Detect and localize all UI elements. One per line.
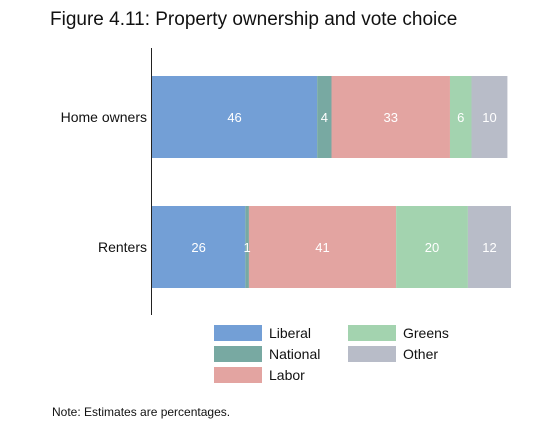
legend-swatch-greens [348, 325, 396, 341]
category-label-home-owners: Home owners [61, 109, 147, 125]
legend-label-labor: Labor [269, 367, 305, 383]
bar-segment-home-owners-national [317, 76, 332, 158]
category-labels-layer: Home owners Renters [61, 109, 147, 255]
legend-item-national: National [214, 345, 320, 363]
data-label-home-owners-national: 4 [321, 110, 328, 125]
bar-segment-home-owners-labor [331, 76, 450, 158]
legend: Liberal National Labor Greens Other [214, 324, 484, 388]
data-label-renters-national: 1 [244, 240, 251, 255]
data-label-renters-other: 12 [482, 240, 496, 255]
legend-swatch-national [214, 346, 262, 362]
chart-title: Figure 4.11: Property ownership and vote… [50, 9, 458, 30]
bar-segment-renters-other [467, 206, 511, 288]
data-label-renters-labor: 41 [315, 240, 329, 255]
bar-segment-renters-labor [248, 206, 397, 288]
legend-label-greens: Greens [403, 325, 449, 341]
bar-segment-home-owners-other [471, 76, 508, 158]
category-label-renters: Renters [98, 239, 147, 255]
legend-item-other: Other [348, 345, 438, 363]
legend-swatch-labor [214, 367, 262, 383]
legend-label-national: National [269, 346, 321, 362]
legend-swatch-liberal [214, 325, 262, 341]
data-label-home-owners-other: 10 [482, 110, 496, 125]
data-labels-layer: 46 4 33 6 10 26 1 41 20 12 [191, 110, 496, 255]
bar-segment-home-owners-liberal [152, 76, 318, 158]
data-label-home-owners-liberal: 46 [227, 110, 241, 125]
legend-label-other: Other [403, 346, 439, 362]
legend-label-liberal: Liberal [269, 325, 312, 341]
bar-segment-renters-liberal [152, 206, 246, 288]
data-label-renters-greens: 20 [425, 240, 439, 255]
data-label-renters-liberal: 26 [191, 240, 205, 255]
legend-item-liberal: Liberal [214, 324, 311, 342]
data-label-home-owners-labor: 33 [384, 110, 398, 125]
bar-segment-home-owners-greens [449, 76, 472, 158]
bar-segment-renters-greens [396, 206, 468, 288]
legend-item-greens: Greens [348, 324, 449, 342]
chart-note: Note: Estimates are percentages. [52, 405, 231, 419]
bar-segment-renters-national [245, 206, 249, 288]
data-label-home-owners-greens: 6 [457, 110, 464, 125]
bars-layer [152, 76, 511, 288]
legend-swatch-other [348, 346, 396, 362]
legend-item-labor: Labor [214, 366, 305, 384]
